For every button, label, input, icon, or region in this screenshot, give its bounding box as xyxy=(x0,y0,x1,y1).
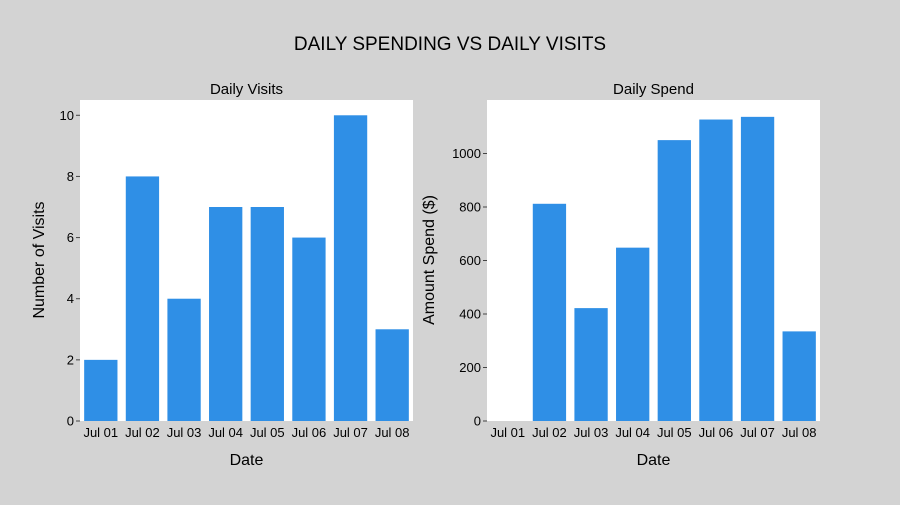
x-tick-label-spend-1: Jul 01 xyxy=(490,425,525,440)
bars-visits xyxy=(84,115,409,422)
x-tick-label-visits-1: Jul 01 xyxy=(83,425,118,440)
y-tick-label-spend-6: 1000 xyxy=(452,146,481,161)
bar-spend-2 xyxy=(532,203,567,421)
bar-visits-4 xyxy=(209,207,243,421)
figure-title: DAILY SPENDING VS DAILY VISITS xyxy=(294,34,606,55)
y-tick-label-visits-4: 6 xyxy=(67,230,74,245)
bar-visits-7 xyxy=(333,115,368,422)
x-tick-label-spend-8: Jul 08 xyxy=(782,425,817,440)
y-ticks-visits: 0 2 4 6 8 10 xyxy=(60,108,80,429)
x-tick-label-visits-4: Jul 04 xyxy=(208,425,243,440)
y-tick-label-spend-2: 200 xyxy=(459,360,481,375)
x-tick-label-visits-7: Jul 07 xyxy=(333,425,368,440)
y-tick-label-spend-1: 0 xyxy=(474,414,481,429)
bar-visits-3 xyxy=(167,298,201,421)
y-tick-label-spend-4: 600 xyxy=(459,253,481,268)
bar-spend-5 xyxy=(657,140,691,421)
x-ticks-visits: Jul 01 Jul 02 Jul 03 Jul 04 Jul 05 Jul 06 Jul … xyxy=(83,425,409,440)
panel-title-spend: Daily Spend xyxy=(613,81,694,98)
x-axis-title-spend: Date xyxy=(637,452,671,469)
bar-visits-6 xyxy=(292,237,326,421)
bar-spend-3 xyxy=(574,308,608,421)
bar-visits-2 xyxy=(125,176,160,421)
x-tick-label-visits-6: Jul 06 xyxy=(292,425,327,440)
panel-title-visits: Daily Visits xyxy=(210,81,283,98)
x-tick-label-spend-5: Jul 05 xyxy=(657,425,692,440)
bar-visits-1 xyxy=(84,359,118,421)
x-tick-label-spend-3: Jul 03 xyxy=(574,425,609,440)
bar-spend-7 xyxy=(740,116,775,421)
bars-spend xyxy=(532,116,816,421)
x-ticks-spend: Jul 01 Jul 02 Jul 03 Jul 04 Jul 05 Jul 06 Jul … xyxy=(490,425,816,440)
bar-visits-8 xyxy=(375,329,409,421)
y-axis-title-visits: Number of Visits xyxy=(31,201,48,318)
x-tick-label-visits-2: Jul 02 xyxy=(125,425,160,440)
bar-spend-4 xyxy=(616,247,650,421)
y-tick-label-spend-5: 800 xyxy=(459,200,481,215)
y-tick-label-spend-3: 400 xyxy=(459,307,481,322)
x-tick-label-spend-4: Jul 04 xyxy=(615,425,650,440)
x-tick-label-spend-2: Jul 02 xyxy=(532,425,567,440)
y-tick-label-visits-3: 4 xyxy=(67,291,74,306)
y-tick-label-visits-1: 0 xyxy=(67,414,74,429)
bar-visits-5 xyxy=(250,207,284,421)
y-ticks-spend: 0 200 400 600 800 1000 xyxy=(452,146,487,429)
y-tick-label-visits-2: 2 xyxy=(67,352,74,367)
x-tick-label-visits-5: Jul 05 xyxy=(250,425,285,440)
y-tick-label-visits-6: 10 xyxy=(60,108,74,123)
x-tick-label-spend-7: Jul 07 xyxy=(740,425,775,440)
bar-spend-6 xyxy=(699,119,733,421)
x-axis-title-visits: Date xyxy=(230,452,264,469)
y-axis-title-spend: Amount Spend ($) xyxy=(421,195,438,325)
y-tick-label-visits-5: 8 xyxy=(67,169,74,184)
x-tick-label-visits-3: Jul 03 xyxy=(167,425,202,440)
x-tick-label-spend-6: Jul 06 xyxy=(699,425,734,440)
x-tick-label-visits-8: Jul 08 xyxy=(375,425,410,440)
bar-spend-8 xyxy=(782,331,816,421)
